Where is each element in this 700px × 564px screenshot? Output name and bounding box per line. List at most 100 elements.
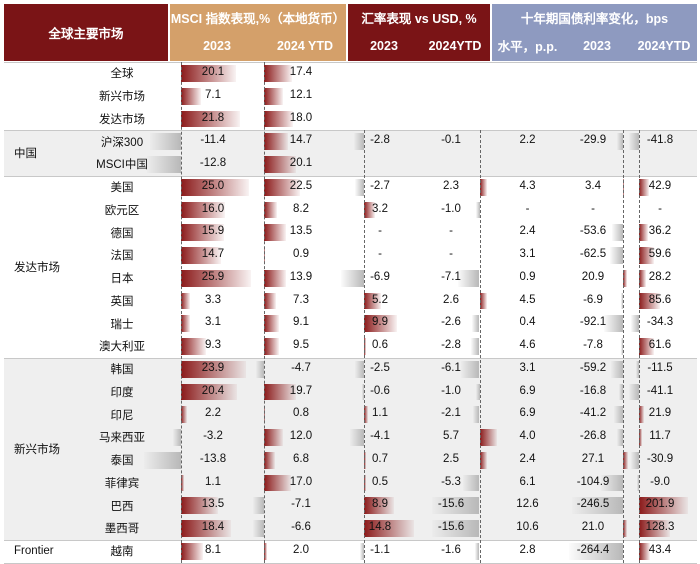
row-name: 印度 (76, 381, 168, 404)
data-value: 12.0 (264, 430, 338, 442)
level-value: 2.8 (492, 544, 563, 556)
data-value: -0.6 (348, 385, 412, 397)
data-value: 6.8 (264, 453, 338, 465)
row-name: 澳大利亚 (76, 335, 168, 358)
data-value: -15.6 (420, 521, 482, 533)
level-value: 6.1 (492, 476, 563, 488)
data-value: -2.8 (420, 339, 482, 351)
data-value: -16.8 (563, 385, 623, 397)
data-value: -62.5 (563, 248, 623, 260)
data-value: 20.9 (563, 271, 623, 283)
level-value: - (492, 203, 563, 215)
level-value: 0.4 (492, 316, 563, 328)
row-name: 马来西亚 (76, 426, 168, 449)
data-value: -4.1 (348, 430, 412, 442)
level-value: 3.1 (492, 362, 563, 374)
data-value: - (420, 225, 482, 237)
data-value: 9.1 (264, 316, 338, 328)
header-msci-ytd: 2024 YTD (264, 30, 346, 61)
data-value: -1.0 (420, 203, 482, 215)
row-name: 日本 (76, 267, 168, 290)
data-value: 3.2 (348, 203, 412, 215)
header-bond-2023: 2023 (563, 30, 631, 61)
level-value: 10.6 (492, 521, 563, 533)
data-value: 0.6 (348, 339, 412, 351)
data-value: 1.1 (348, 407, 412, 419)
data-value: 3.4 (563, 180, 623, 192)
header-market-cell: 全球主要市场 (4, 4, 168, 61)
group-label: 新兴市场 (14, 358, 70, 540)
data-value: 20.1 (264, 157, 338, 169)
group-label: 中国 (14, 130, 70, 176)
data-value: - (348, 248, 412, 260)
row-name: 德国 (76, 221, 168, 244)
data-value: 18.0 (264, 112, 338, 124)
zero-line (264, 62, 266, 563)
data-value: -104.9 (563, 476, 623, 488)
data-value: -92.1 (563, 316, 623, 328)
data-value: -0.1 (420, 134, 482, 146)
data-value: -264.4 (563, 544, 623, 556)
data-value: 5.2 (348, 294, 412, 306)
level-value: 0.9 (492, 271, 563, 283)
header-bond-level: 水平，p.p. (492, 30, 563, 61)
data-value: 19.7 (264, 385, 338, 397)
data-value: 14.7 (264, 134, 338, 146)
data-value: -5.3 (420, 476, 482, 488)
data-value: 9.5 (264, 339, 338, 351)
level-value: 12.6 (492, 498, 563, 510)
row-name: 法国 (76, 244, 168, 267)
header-msci-title: MSCI 指数表现,%（本地货币） (170, 4, 346, 30)
data-value: -1.0 (420, 385, 482, 397)
row-name: 越南 (76, 540, 168, 563)
level-value: 2.4 (492, 225, 563, 237)
level-value: 2.2 (492, 134, 563, 146)
data-value: 17.4 (264, 66, 338, 78)
data-value: 27.1 (563, 453, 623, 465)
data-value: 13.5 (264, 225, 338, 237)
data-value: -26.8 (563, 430, 623, 442)
data-value: -2.5 (348, 362, 412, 374)
data-value: -2.8 (348, 134, 412, 146)
data-value: 0.9 (264, 248, 338, 260)
data-value: -15.6 (420, 498, 482, 510)
data-value: 21.0 (563, 521, 623, 533)
data-value: 2.3 (420, 180, 482, 192)
level-value: 4.5 (492, 294, 563, 306)
data-bar (253, 520, 264, 537)
row-name: 新兴市场 (76, 85, 168, 108)
row-name: 瑞士 (76, 312, 168, 335)
group-label: Frontier (14, 540, 70, 563)
data-value: -1.6 (420, 544, 482, 556)
header-bond-ytd: 2024YTD (631, 30, 697, 61)
level-value: 3.1 (492, 248, 563, 260)
data-value: -59.2 (563, 362, 623, 374)
data-value: -53.6 (563, 225, 623, 237)
data-value: -6.9 (348, 271, 412, 283)
row-name: 全球 (76, 62, 168, 85)
data-value: 14.8 (348, 521, 412, 533)
data-value: -6.9 (563, 294, 623, 306)
data-value: 2.0 (264, 544, 338, 556)
zero-line (480, 130, 482, 562)
row-name: 印尼 (76, 403, 168, 426)
header-msci-2023: 2023 (170, 30, 264, 61)
data-value: -4.7 (264, 362, 338, 374)
zero-line (639, 130, 641, 562)
data-value: -7.8 (563, 339, 623, 351)
row-name: 韩国 (76, 358, 168, 381)
data-value: 8.9 (348, 498, 412, 510)
data-value: 13.9 (264, 271, 338, 283)
data-value: 9.9 (348, 316, 412, 328)
table-bottom-border (4, 563, 697, 564)
data-value: -2.7 (348, 180, 412, 192)
row-name: 英国 (76, 290, 168, 313)
data-value: 0.7 (348, 453, 412, 465)
header-fx-ytd: 2024YTD (420, 30, 490, 61)
data-value: 5.7 (420, 430, 482, 442)
row-name: 巴西 (76, 494, 168, 517)
data-value: - (348, 225, 412, 237)
row-name: 菲律宾 (76, 472, 168, 495)
zero-line (181, 62, 183, 563)
